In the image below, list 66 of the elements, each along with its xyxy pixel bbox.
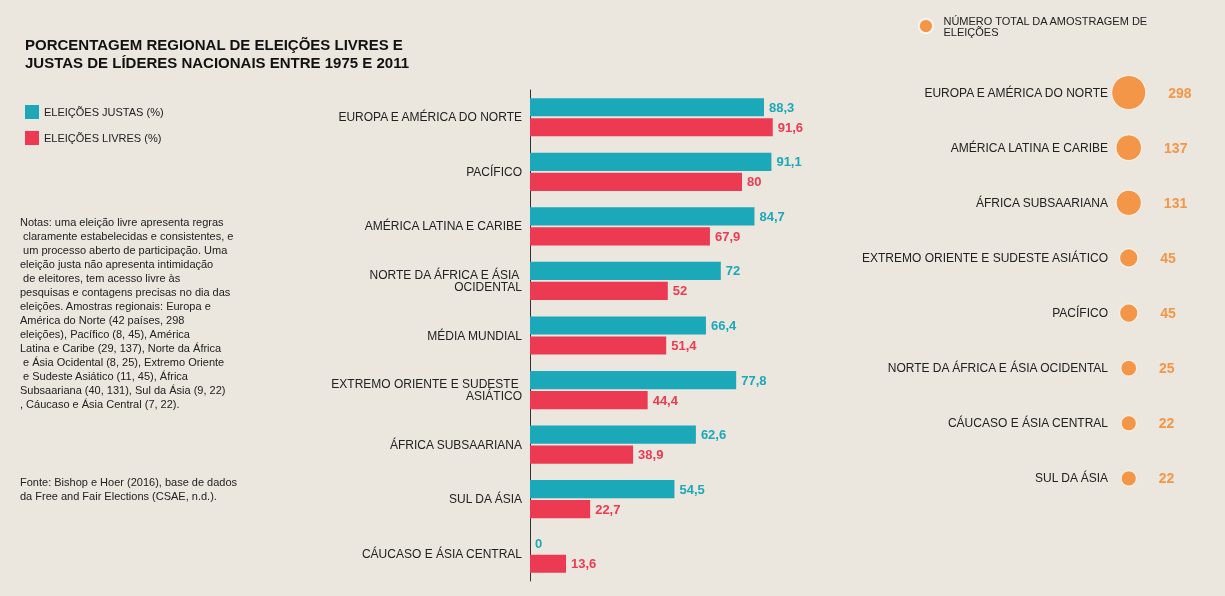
- y-tick-label: MÉDIA MUNDIAL: [427, 327, 523, 343]
- bar: [530, 98, 764, 117]
- data-label: 0: [535, 536, 543, 552]
- data-label: 72: [725, 263, 741, 279]
- bar: [530, 445, 634, 464]
- data-label: 77,8: [741, 372, 767, 388]
- text: PORCENTAGEM REGIONAL DE ELEIÇÕES LIVRES E JUSTAS DE LÍDERES NACIONAIS ENTRE 1975 E 2011: [25, 35, 410, 71]
- data-label: 45: [1160, 305, 1177, 322]
- data-label: 66,4: [710, 318, 738, 333]
- data-label: 45: [1160, 249, 1177, 266]
- legend-label: ELEIÇÕES LIVRES (%): [44, 132, 162, 144]
- data-label: 25: [1159, 360, 1175, 377]
- bar: [530, 316, 706, 335]
- data-label: 22: [1158, 470, 1175, 487]
- data-label: 84,7: [759, 208, 785, 224]
- category-label: SUL DA ÁSIA: [1035, 470, 1108, 486]
- data-label: 80: [747, 174, 762, 190]
- category-label: NORTE DA ÁFRICA E ÁSIA OCIDENTAL: [887, 360, 1109, 376]
- data-label: 131: [1163, 194, 1188, 211]
- category-label: PACÍFICO: [1052, 305, 1108, 321]
- bar: [530, 207, 755, 226]
- data-label: 91,6: [777, 119, 804, 135]
- data-label: 137: [1164, 139, 1188, 156]
- y-tick-label: AMÉRICA LATINA E CARIBE: [364, 218, 522, 234]
- data-label: 91,1: [776, 154, 802, 170]
- bar: [530, 172, 742, 191]
- data-label: 54,5: [679, 481, 705, 497]
- bar: [530, 336, 667, 355]
- data-label: 51,4: [671, 338, 698, 353]
- y-tick-label: ÁFRICA SUBSAARIANA: [389, 436, 522, 452]
- y-tick-label: EUROPA E AMÉRICA DO NORTE: [338, 109, 522, 125]
- data-label: 62,6: [700, 427, 727, 443]
- y-tick-label: CÁUCASO E ÁSIA CENTRAL: [361, 545, 523, 561]
- category-label: CÁUCASO E ÁSIA CENTRAL: [947, 415, 1109, 431]
- bar: [530, 425, 696, 444]
- text: Notas: uma eleição livre apresenta regras claramente estabelecidas e consistentes, e um processo aberto de participação. Uma eleição justa não apresenta intimidação de eleitores, tem acesso livre às pesquisas e contagens precisas no dia das eleições. Amostras regionais: Europa e América do Norte (42 países, 298 eleições), Pacífico (8, 45), América Latina e Caribe (29, 137), Norte da África e Ásia Ocidental (8, 25), Extremo Oriente e Sudeste Asiático (11, 45), África Subsaariana (40, 131), Sul da Ásia (9, 22), Cáucaso e Ásia Central (7, 22).: [20, 216, 234, 410]
- legend-label: NÚMERO TOTAL DA AMOSTRAGEM DE ELEIÇÕES: [943, 14, 1151, 38]
- data-label: 67,9: [714, 228, 741, 244]
- category-label: ÁFRICA SUBSAARIANA: [975, 194, 1108, 210]
- data-label: 38,9: [638, 447, 664, 463]
- bar: [530, 480, 675, 499]
- bar: [530, 281, 668, 301]
- data-label: 88,3: [768, 99, 795, 115]
- bar: [530, 390, 648, 410]
- data-label: 44,4: [652, 392, 679, 408]
- data-label: 22,7: [595, 501, 621, 517]
- data-label: 22: [1158, 415, 1175, 432]
- y-tick-label: EXTREMO ORIENTE E SUDESTE ASIÁTICO: [331, 377, 522, 404]
- y-tick-label: NORTE DA ÁFRICA E ÁSIA OCIDENTAL: [369, 266, 523, 294]
- legend-label: ELEIÇÕES JUSTAS (%): [44, 106, 164, 118]
- bar: [530, 118, 773, 137]
- bar: [530, 370, 737, 390]
- category-label: EUROPA E AMÉRICA DO NORTE: [924, 84, 1108, 100]
- y-tick-label: PACÍFICO: [466, 163, 522, 179]
- data-label: 13,6: [571, 556, 597, 572]
- bar: [530, 500, 591, 519]
- y-tick-label: SUL DA ÁSIA: [449, 491, 522, 507]
- bar: [530, 227, 710, 246]
- source-note: Fonte: Bishop e Hoer (2016), base de dados da Free and Fair Elections (CSAE, n.d.).: [20, 476, 241, 502]
- data-label: 52: [672, 283, 688, 299]
- bar: [530, 152, 772, 171]
- category-label: AMÉRICA LATINA E CARIBE: [950, 139, 1108, 155]
- bar: [530, 554, 567, 573]
- category-label: EXTREMO ORIENTE E SUDESTE ASIÁTICO: [861, 249, 1108, 265]
- bar: [530, 261, 721, 281]
- data-label: 298: [1168, 84, 1192, 101]
